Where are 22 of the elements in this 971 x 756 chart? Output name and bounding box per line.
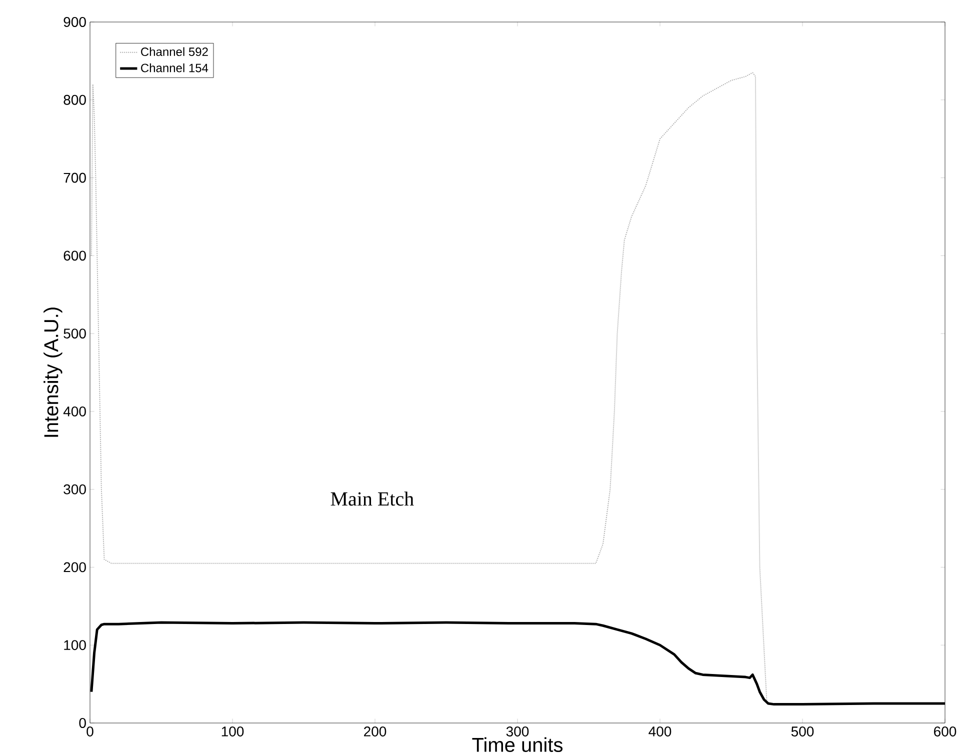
y-tick-label: 800 — [64, 94, 86, 105]
y-tick-label: 600 — [64, 250, 86, 261]
x-tick-label: 600 — [934, 726, 956, 736]
legend-label: Channel 592 — [141, 47, 208, 56]
y-tick-label: 400 — [63, 406, 86, 416]
x-axis-title: Time units — [472, 737, 562, 752]
x-tick-label: 400 — [648, 726, 672, 736]
x-tick-label: 200 — [364, 726, 386, 736]
x-tick-label: 500 — [791, 726, 814, 736]
y-tick-label: 0 — [79, 718, 86, 728]
y-tick-label: 300 — [64, 484, 86, 494]
annotation: Main Etch — [330, 492, 414, 506]
x-tick-label: 0 — [86, 726, 94, 736]
y-tick-label: 200 — [64, 562, 86, 572]
x-tick-label: 100 — [222, 726, 244, 736]
x-tick-label: 300 — [506, 726, 529, 736]
legend-label: Channel 154 — [141, 63, 208, 72]
y-tick-label: 500 — [64, 328, 86, 339]
y-tick-label: 100 — [64, 640, 86, 650]
y-tick-label: 700 — [64, 172, 86, 183]
y-tick-label: 900 — [64, 17, 86, 27]
y-axis-title: Intensity (A.U.) — [44, 308, 62, 437]
